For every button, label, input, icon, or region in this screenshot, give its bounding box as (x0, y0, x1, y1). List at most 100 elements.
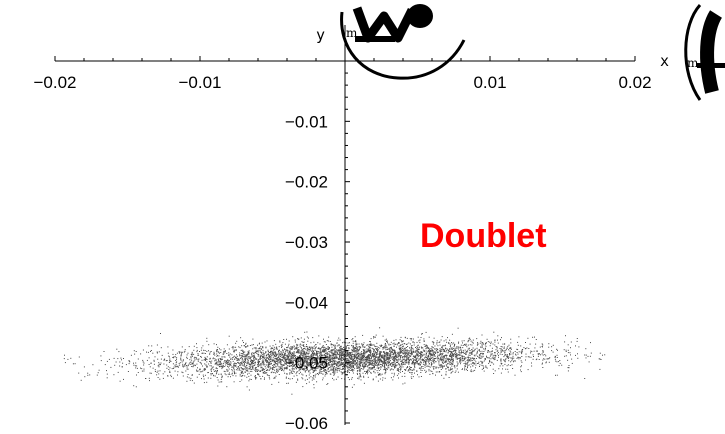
data-point (218, 360, 220, 362)
data-point (445, 347, 447, 349)
data-point (284, 349, 286, 351)
data-point (304, 379, 306, 381)
data-point (449, 364, 451, 366)
data-point (241, 345, 243, 347)
data-point (506, 347, 508, 349)
data-point (349, 353, 351, 355)
data-point (351, 358, 353, 360)
data-point (218, 351, 220, 353)
data-point (481, 364, 483, 366)
data-point (493, 357, 495, 359)
data-point (295, 360, 297, 362)
data-point (215, 359, 217, 361)
data-point (479, 366, 480, 367)
data-point (460, 344, 462, 346)
data-point (267, 349, 269, 351)
data-point (437, 345, 439, 347)
data-point (399, 359, 401, 361)
data-point (306, 346, 308, 348)
data-point (194, 365, 196, 367)
data-point (467, 361, 469, 363)
data-point (394, 364, 396, 366)
data-point (515, 354, 517, 356)
data-point (333, 374, 335, 376)
data-point (458, 353, 460, 355)
data-point (196, 349, 198, 351)
data-point (489, 345, 491, 347)
data-point (143, 368, 145, 370)
data-point (252, 338, 254, 340)
data-point (376, 348, 377, 350)
data-point (552, 351, 554, 353)
data-point (290, 362, 292, 364)
data-point (519, 357, 521, 359)
data-point (439, 358, 441, 360)
data-point (452, 368, 453, 370)
data-point (390, 357, 392, 359)
data-point (235, 369, 237, 371)
data-point (418, 376, 420, 378)
data-point (398, 362, 400, 364)
data-point (484, 349, 486, 351)
data-point (363, 367, 365, 369)
data-point (454, 344, 455, 346)
data-point (228, 355, 230, 356)
data-point (472, 350, 474, 352)
data-point (349, 360, 351, 362)
data-point (213, 351, 215, 353)
data-point (429, 358, 431, 360)
data-point (517, 341, 519, 343)
data-point (274, 354, 276, 356)
data-point (465, 345, 467, 346)
data-point (401, 360, 403, 362)
data-point (354, 353, 356, 355)
data-point (316, 351, 317, 353)
data-point (535, 343, 537, 345)
data-point (355, 364, 357, 366)
data-point (238, 359, 240, 361)
data-point (303, 338, 305, 340)
data-point (517, 353, 519, 355)
data-point (351, 369, 353, 370)
data-point (469, 350, 471, 352)
data-point (319, 349, 321, 351)
data-point (261, 360, 263, 362)
data-point (385, 353, 387, 355)
data-point (204, 358, 206, 360)
data-point (374, 355, 376, 357)
data-point (362, 345, 364, 347)
data-point (226, 386, 228, 388)
data-point (211, 373, 213, 375)
data-point (314, 367, 316, 369)
data-point (306, 366, 308, 368)
data-point (334, 362, 336, 364)
data-point (429, 351, 431, 353)
data-point (176, 357, 178, 359)
data-point (309, 349, 310, 350)
data-point (329, 341, 331, 342)
data-point (306, 361, 308, 363)
data-point (330, 364, 332, 366)
data-point (374, 358, 376, 360)
data-point (386, 346, 388, 348)
data-point (225, 361, 227, 363)
data-point (315, 360, 317, 362)
data-point (311, 362, 313, 364)
data-point (378, 358, 380, 360)
data-point (352, 345, 354, 347)
data-point (316, 360, 317, 361)
data-point (296, 351, 298, 353)
data-point (466, 370, 468, 371)
data-point (363, 375, 365, 377)
data-point (433, 342, 435, 344)
data-point (499, 353, 501, 355)
data-point (321, 364, 323, 366)
data-point (391, 354, 393, 356)
data-point (467, 350, 469, 352)
data-point (323, 346, 325, 348)
data-point (329, 355, 331, 357)
data-point (439, 353, 441, 355)
data-point (306, 364, 308, 366)
data-point (334, 346, 336, 348)
data-point (384, 347, 386, 349)
